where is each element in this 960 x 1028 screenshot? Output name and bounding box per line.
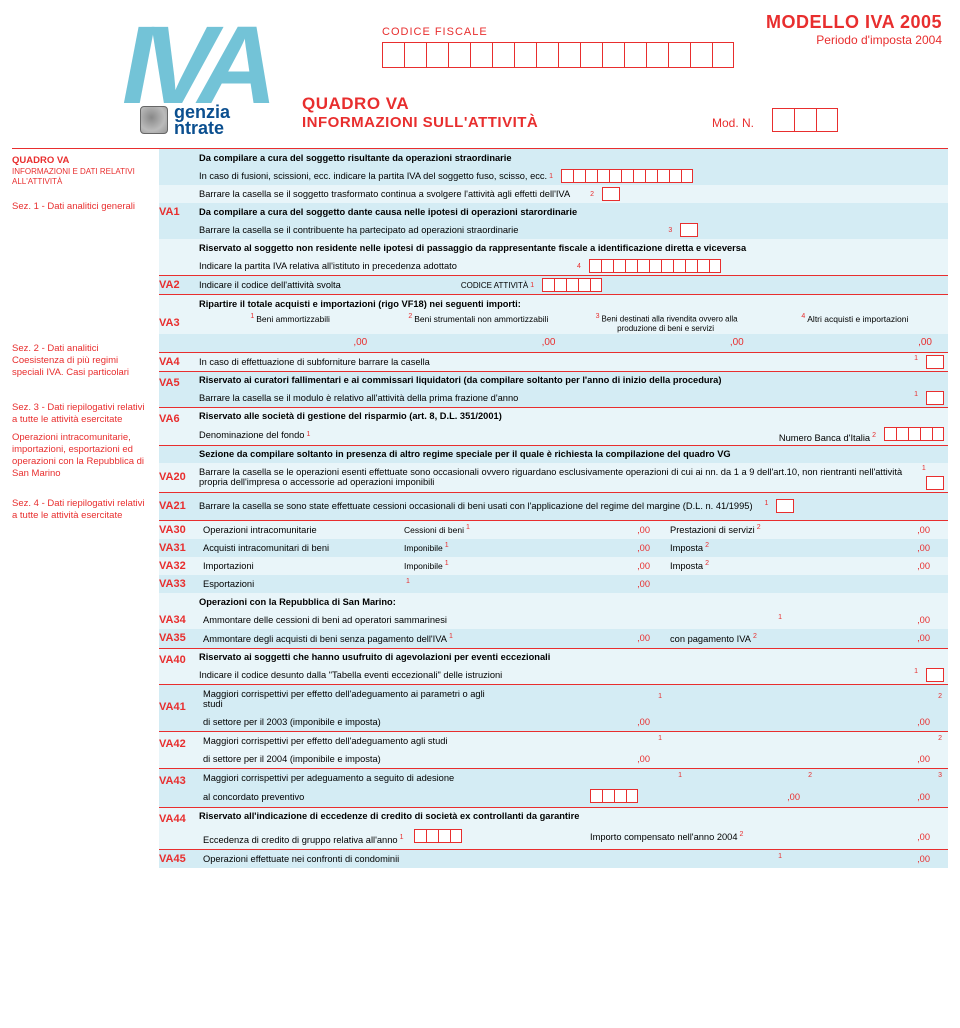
va43-input[interactable] <box>590 789 638 803</box>
va45-val[interactable]: ,00 <box>784 854 944 864</box>
va2-row: VA2 Indicare il codice dell'attività svo… <box>159 275 948 294</box>
checkbox-va21[interactable] <box>776 499 794 513</box>
va44-r1: VA44 Riservato all'indicazione di eccede… <box>159 807 948 825</box>
va43-r2: al concordato preventivo ,00 ,00 <box>159 787 948 807</box>
va43-r1: VA43 Maggiori corrispettivi per adeguame… <box>159 768 948 787</box>
va3-val2[interactable]: ,00 <box>383 335 571 350</box>
checkbox-va4[interactable] <box>926 355 944 369</box>
va30-val1[interactable]: ,00 <box>504 525 664 535</box>
va5-r2: Barrare la casella se il modulo è relati… <box>159 389 948 407</box>
va30-row: VA30 Operazioni intracomunitarie Cession… <box>159 520 948 539</box>
va33-row: VA33 Esportazioni 1 ,00 <box>159 575 948 593</box>
form-main: Da compilare a cura del soggetto risulta… <box>152 149 948 868</box>
va43-val2[interactable]: ,00 <box>814 792 944 802</box>
va1-r1: Da compilare a cura del soggetto risulta… <box>159 149 948 167</box>
va44-r2: Eccedenza di credito di gruppo relativa … <box>159 825 948 849</box>
va41-r2: di settore per il 2003 (imponibile e imp… <box>159 713 948 731</box>
piva-input-2[interactable] <box>589 259 721 273</box>
codice-fiscale-label: CODICE FISCALE <box>382 26 488 38</box>
va6-r1: VA6 Riservato alle società di gestione d… <box>159 407 948 425</box>
quadro-title: QUADRO VA INFORMAZIONI SULL'ATTIVITÀ <box>302 94 538 131</box>
va35-val1[interactable]: ,00 <box>504 633 664 643</box>
va31-val2[interactable]: ,00 <box>784 543 944 553</box>
codice-attivita-input[interactable] <box>542 278 602 292</box>
va4-row: VA4 In caso di effettuazione di subforni… <box>159 352 948 371</box>
va32-row: VA32 Importazioni Imponibile1 ,00 Impost… <box>159 557 948 575</box>
sm-hdr: Operazioni con la Repubblica di San Mari… <box>159 593 948 611</box>
va1-r7: Indicare la partita IVA relativa all'ist… <box>159 257 948 275</box>
va31-val1[interactable]: ,00 <box>504 543 664 553</box>
emblem-icon <box>140 106 168 134</box>
sez2-hdr: Sezione da compilare soltanto in presenz… <box>159 445 948 463</box>
va30-val2[interactable]: ,00 <box>784 525 944 535</box>
va34-val1[interactable]: ,00 <box>784 615 944 625</box>
va43-val1[interactable]: ,00 <box>684 792 814 802</box>
checkbox-va40[interactable] <box>926 668 944 682</box>
va33-val1[interactable]: ,00 <box>504 579 664 589</box>
va45-row: VA45 Operazioni effettuate nei confronti… <box>159 849 948 868</box>
va32-val2[interactable]: ,00 <box>784 561 944 571</box>
va35-row: VA35 Ammontare degli acquisti di beni se… <box>159 629 948 648</box>
va42-r1: VA42 Maggiori corrispettivi per effetto … <box>159 731 948 750</box>
va5-r1: VA5 Riservato ai curatori fallimentari e… <box>159 371 948 389</box>
va41-r1: VA41 Maggiori corrispettivi per effetto … <box>159 684 948 713</box>
va20-row: VA20 Barrare la casella se le operazioni… <box>159 463 948 492</box>
va41-val2[interactable]: ,00 <box>784 717 944 727</box>
va3-val4[interactable]: ,00 <box>760 335 948 350</box>
va6-r2: Denominazione del fondo1 Numero Banca d'… <box>159 425 948 445</box>
va21-row: VA21 Barrare la casella se sono state ef… <box>159 492 948 520</box>
va3-vals: ,00 ,00 ,00 ,00 <box>159 334 948 352</box>
va1-r4: VA1 Da compilare a cura del soggetto dan… <box>159 203 948 221</box>
form-page: IVA CODICE FISCALE MODELLO IVA 2005 Peri… <box>0 0 960 876</box>
va3-val1[interactable]: ,00 <box>195 335 383 350</box>
va3-cols: VA3 1Beni ammortizzabili 2Beni strumenta… <box>159 312 948 334</box>
va42-val1[interactable]: ,00 <box>504 754 664 764</box>
codice-fiscale-input[interactable] <box>382 42 734 68</box>
checkbox-va1-2[interactable] <box>602 187 620 201</box>
va31-row: VA31 Acquisti intracomunitari di beni Im… <box>159 539 948 557</box>
header: IVA CODICE FISCALE MODELLO IVA 2005 Peri… <box>12 8 948 148</box>
model-title: MODELLO IVA 2005 Periodo d'imposta 2004 <box>766 12 942 47</box>
form-body: QUADRO VA INFORMAZIONI E DATI RELATIVI A… <box>12 148 948 868</box>
va3-val3[interactable]: ,00 <box>572 335 760 350</box>
va35-val2[interactable]: ,00 <box>784 633 944 643</box>
agency-logo: genzia ntrate <box>140 104 230 136</box>
va3-hdr: Ripartire il totale acquisti e importazi… <box>159 294 948 312</box>
va40-r2: Indicare il codice desunto dalla "Tabell… <box>159 666 948 684</box>
checkbox-va5[interactable] <box>926 391 944 405</box>
va1-r6: Riservato al soggetto non residente nell… <box>159 239 948 257</box>
checkbox-va20[interactable] <box>926 476 944 490</box>
va42-r2: di settore per il 2004 (imponibile e imp… <box>159 750 948 768</box>
banca-italia-input[interactable] <box>884 427 944 441</box>
piva-input-1[interactable] <box>561 169 693 183</box>
mod-n-input[interactable] <box>772 108 838 132</box>
va40-r1: VA40 Riservato ai soggetti che hanno usu… <box>159 648 948 666</box>
va44-val[interactable]: ,00 <box>784 832 944 842</box>
va1-r5: Barrare la casella se il contribuente ha… <box>159 221 948 239</box>
mod-n-label: Mod. N. <box>712 116 754 130</box>
va1-r3: Barrare la casella se il soggetto trasfo… <box>159 185 948 203</box>
va41-val1[interactable]: ,00 <box>504 717 664 727</box>
va44-anno[interactable] <box>414 829 462 843</box>
va34-row: VA34 Ammontare delle cessioni di beni ad… <box>159 611 948 629</box>
va32-val1[interactable]: ,00 <box>504 561 664 571</box>
left-sidebar: QUADRO VA INFORMAZIONI E DATI RELATIVI A… <box>12 149 152 868</box>
checkbox-va1-3[interactable] <box>680 223 698 237</box>
va42-val2[interactable]: ,00 <box>784 754 944 764</box>
va1-r2: In caso di fusioni, scissioni, ecc. indi… <box>159 167 948 185</box>
